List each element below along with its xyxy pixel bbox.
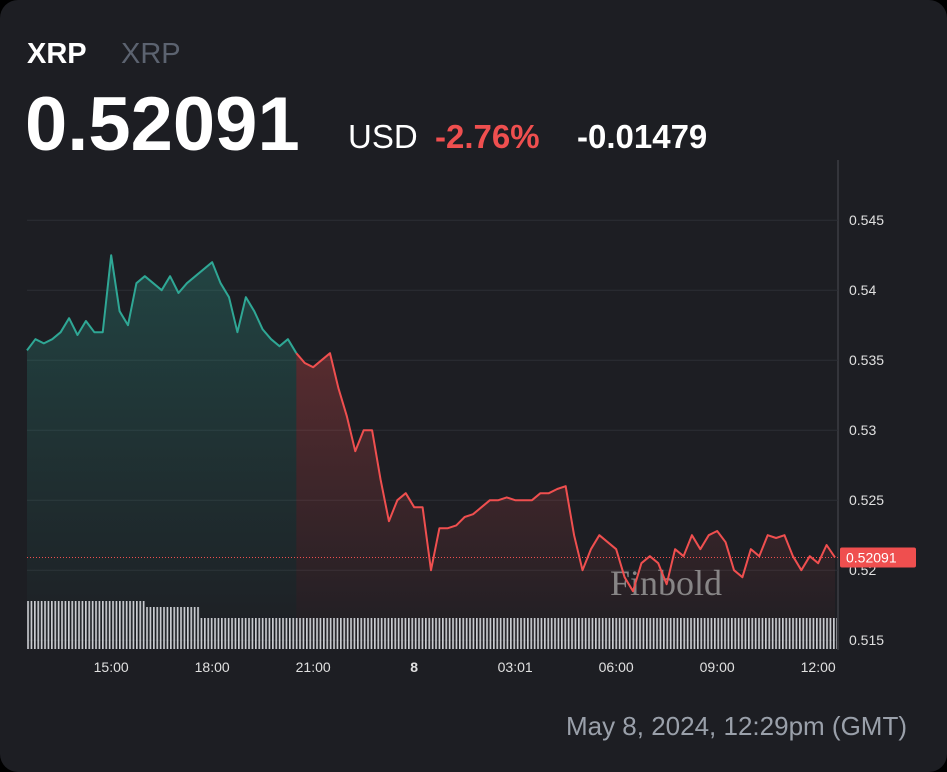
y-tick-label: 0.54 [849, 282, 876, 298]
x-tick-label: 12:00 [801, 659, 836, 675]
x-tick-label: 09:00 [700, 659, 735, 675]
change: -0.01479 [577, 118, 707, 155]
price-line [295, 352, 836, 593]
x-tick-label: 15:00 [94, 659, 129, 675]
timestamp: May 8, 2024, 12:29pm (GMT) [566, 711, 907, 741]
y-tick-label: 0.515 [849, 632, 884, 648]
x-tick-label: 8 [410, 659, 418, 675]
asset-name: XRP [121, 38, 181, 70]
y-tick-label: 0.545 [849, 212, 884, 228]
last-price-box [840, 547, 916, 568]
area-fill [296, 353, 835, 650]
volume-bars [145, 607, 200, 649]
x-tick-label: 06:00 [599, 659, 634, 675]
volume-bars [27, 601, 145, 649]
last-price-label: 0.52091 [846, 549, 897, 565]
y-tick-label: 0.53 [849, 422, 876, 438]
x-tick-label: 03:01 [498, 659, 533, 675]
volume-bars [200, 618, 837, 649]
x-tick-label: 18:00 [195, 659, 230, 675]
price: 0.52091 [25, 82, 300, 167]
area-fill [27, 255, 297, 650]
price-line [26, 254, 298, 354]
y-tick-label: 0.525 [849, 492, 884, 508]
symbol: XRP [27, 38, 87, 70]
x-tick-label: 21:00 [296, 659, 331, 675]
y-tick-label: 0.535 [849, 352, 884, 368]
change-percent: -2.76% [435, 118, 540, 155]
currency: USD [348, 118, 418, 155]
